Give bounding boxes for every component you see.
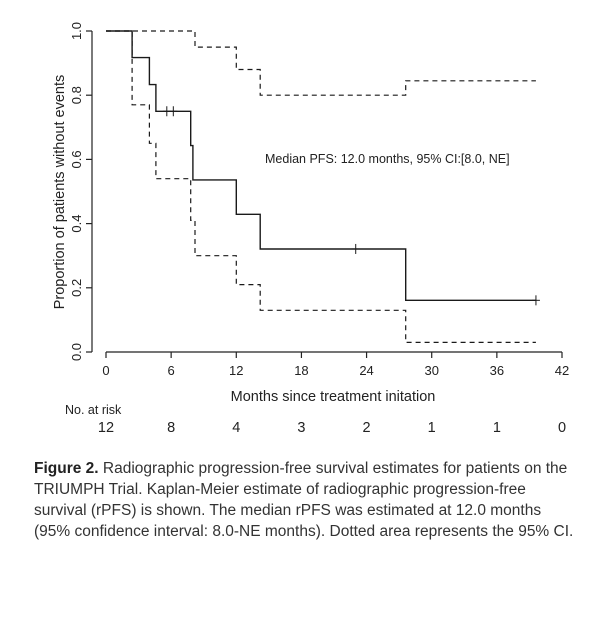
y-tick-label: 0.4 — [69, 215, 84, 233]
x-tick-label: 42 — [555, 363, 569, 378]
risk-count: 1 — [428, 420, 436, 436]
risk-count: 0 — [558, 420, 566, 436]
risk-count: 2 — [363, 420, 371, 436]
median-pfs-annotation: Median PFS: 12.0 months, 95% CI:[8.0, NE… — [265, 152, 510, 166]
caption-text: Radiographic progression-free survival e… — [34, 460, 574, 540]
risk-count: 8 — [167, 420, 175, 436]
chart-curves — [106, 30, 536, 343]
survival-curve-line — [106, 30, 536, 301]
risk-count: 3 — [297, 420, 305, 436]
risk-table-label: No. at risk — [65, 403, 122, 417]
risk-count: 4 — [232, 420, 240, 436]
y-tick-label: 0.0 — [69, 343, 84, 361]
x-tick-label: 18 — [294, 363, 308, 378]
risk-count: 1 — [493, 420, 501, 436]
chart-axes: 0 6 12 18 24 30 36 42 0.0 0.2 0.4 0.6 0.8 1.0 — [69, 22, 569, 378]
y-tick-label: 0.2 — [69, 279, 84, 297]
y-axis-label: Proportion of patients without events — [52, 75, 68, 310]
chart-censor-marks — [162, 106, 540, 306]
ci-bound-line — [106, 30, 536, 343]
y-tick-label: 0.8 — [69, 86, 84, 104]
y-tick-label: 1.0 — [69, 22, 84, 40]
x-tick-label: 0 — [102, 363, 109, 378]
x-tick-label: 36 — [490, 363, 504, 378]
risk-count: 12 — [98, 420, 114, 436]
x-tick-label: 24 — [359, 363, 373, 378]
x-tick-label: 30 — [424, 363, 438, 378]
risk-table: 12 8 4 3 2 1 1 0 — [98, 420, 566, 436]
x-tick-label: 6 — [168, 363, 175, 378]
x-axis-label: Months since treatment initation — [231, 389, 436, 405]
x-tick-label: 12 — [229, 363, 243, 378]
km-chart: 0 6 12 18 24 30 36 420.00.20.40.60.81.0 Median … — [52, 22, 569, 436]
figure-caption: Figure 2. Radiographic progression-free … — [34, 458, 574, 542]
y-tick-label: 0.6 — [69, 150, 84, 168]
ci-bound-line — [106, 30, 536, 96]
caption-label: Figure 2. — [34, 460, 99, 477]
